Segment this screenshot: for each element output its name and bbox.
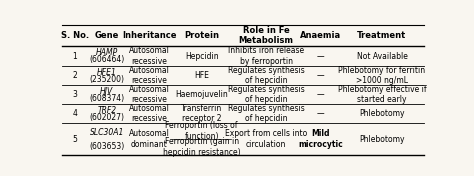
Text: Anaemia: Anaemia: [300, 31, 341, 40]
Text: (606464): (606464): [89, 55, 125, 64]
Text: 5: 5: [72, 135, 77, 144]
Text: (235200): (235200): [90, 74, 124, 83]
Text: SLC30A1: SLC30A1: [90, 128, 124, 137]
Text: Phlebotomy: Phlebotomy: [359, 135, 405, 144]
Text: HJV: HJV: [100, 87, 114, 96]
Text: —: —: [317, 71, 324, 80]
Text: TRF2: TRF2: [97, 106, 117, 115]
Text: Treatment: Treatment: [357, 31, 407, 40]
Text: HFE1: HFE1: [97, 68, 117, 77]
Text: Autosomal
dominant: Autosomal dominant: [129, 129, 170, 149]
Text: HFE: HFE: [194, 71, 209, 80]
Text: Mild
microcytic: Mild microcytic: [298, 129, 343, 149]
Text: Autosomal
recessive: Autosomal recessive: [129, 66, 170, 85]
Text: 1: 1: [73, 52, 77, 61]
Text: Phlebotomy effective if
started early: Phlebotomy effective if started early: [337, 85, 426, 104]
Text: Protein: Protein: [184, 31, 219, 40]
Text: 2: 2: [73, 71, 77, 80]
Text: Gene: Gene: [95, 31, 119, 40]
Text: Regulates synthesis
of hepcidin: Regulates synthesis of hepcidin: [228, 104, 304, 123]
Text: Regulates synthesis
of hepcidin: Regulates synthesis of hepcidin: [228, 66, 304, 85]
Text: (608374): (608374): [90, 93, 125, 103]
Text: Autosomal
recessive: Autosomal recessive: [129, 104, 170, 123]
Text: —: —: [317, 109, 324, 118]
Text: Ferroportin (gain in
hepcidin resistance): Ferroportin (gain in hepcidin resistance…: [163, 137, 240, 157]
Text: Export from cells into
circulation: Export from cells into circulation: [225, 129, 307, 149]
Text: (602027): (602027): [90, 112, 124, 122]
Text: Regulates synthesis
of hepcidin: Regulates synthesis of hepcidin: [228, 85, 304, 104]
Text: Hepcidin: Hepcidin: [185, 52, 219, 61]
Text: Not Available: Not Available: [356, 52, 407, 61]
Text: Transferrin
receptor 2: Transferrin receptor 2: [181, 104, 222, 123]
Text: —: —: [317, 52, 324, 61]
Text: Inhibits iron release
by ferroportin: Inhibits iron release by ferroportin: [228, 46, 304, 66]
Text: Inheritance: Inheritance: [122, 31, 176, 40]
Text: Autosomal
recessive: Autosomal recessive: [129, 46, 170, 66]
Text: Role in Fe
Metabolism: Role in Fe Metabolism: [238, 26, 293, 45]
Text: Haemojuvelin: Haemojuvelin: [175, 90, 228, 99]
Text: HAMP: HAMP: [96, 48, 118, 57]
Text: Autosomal
recessive: Autosomal recessive: [129, 85, 170, 104]
Text: S. No.: S. No.: [61, 31, 89, 40]
Text: Phlebotomy for ferritin
>1000 ng/mL: Phlebotomy for ferritin >1000 ng/mL: [338, 66, 426, 85]
Text: 4: 4: [72, 109, 77, 118]
Text: 3: 3: [72, 90, 77, 99]
Text: (603653): (603653): [89, 142, 125, 151]
Text: Phlebotomy: Phlebotomy: [359, 109, 405, 118]
Text: Ferroportin (loss of
function): Ferroportin (loss of function): [165, 121, 238, 141]
Text: —: —: [317, 90, 324, 99]
